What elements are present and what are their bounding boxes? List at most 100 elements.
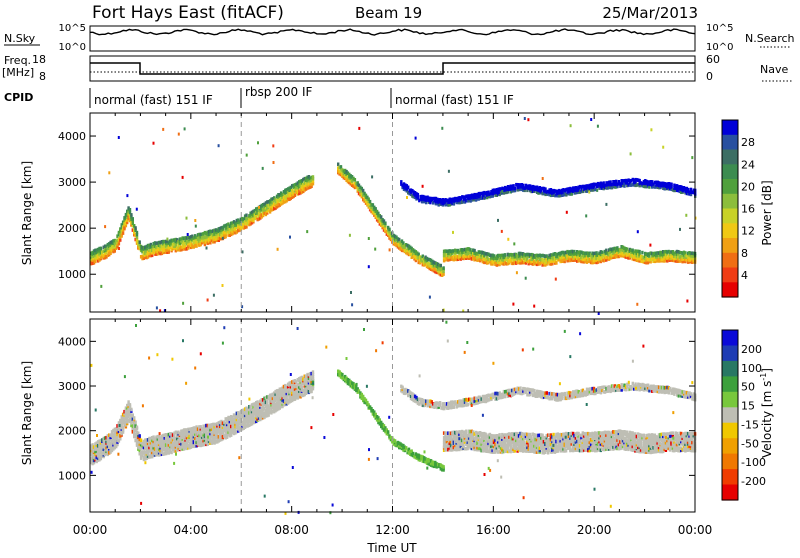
noise-cell [525,277,527,280]
range-cell [340,165,342,169]
date-label: 25/Mar/2013 [602,4,698,22]
noise-cell [662,146,664,149]
nsearch-tick-top: 10^5 [706,23,733,34]
noise-cell [368,237,370,240]
noise-cell [512,303,514,306]
noise-cell [630,152,632,155]
nsky-panel [90,26,695,51]
noise-cell [685,214,687,217]
noise-cell [368,265,370,268]
freq-panel [90,56,695,81]
noise-cell [257,141,259,144]
noise-cell [222,237,224,240]
noise-cell [588,191,590,194]
range-cell [440,264,442,268]
noise-cell [184,127,186,130]
range-cell [133,416,135,420]
noise-cell [182,302,184,305]
nsky-label: N.Sky [4,32,36,45]
nsky-trace [90,29,695,35]
noise-cell [242,250,244,253]
noise-cell [637,230,639,233]
noise-cell [679,228,681,231]
noise-cell [513,242,515,245]
range-cell [129,208,131,212]
noise-cell [636,303,638,306]
noise-cell [153,142,155,145]
noise-cell [218,144,220,147]
noise-cell [186,217,188,220]
beam-label: Beam 19 [355,4,422,22]
power-scatter [90,117,697,315]
noise-cell [351,303,353,306]
noise-cell [374,248,376,251]
noise-cell [195,225,197,228]
freq-tick-top: 18 [32,53,46,66]
y-tick-label: 3000 [58,176,86,189]
range-cell [442,266,444,270]
range-cell [341,373,343,377]
range-cell [417,193,419,197]
noise-cell [542,177,544,180]
noise-cell [650,128,652,131]
noise-cell [258,206,260,209]
range-cell [384,222,386,226]
range-cell [129,403,131,407]
nave-tick-bottom: 0 [706,70,713,83]
noise-cell [108,171,110,174]
nsky-tick-top: 10^5 [59,23,86,34]
noise-cell [597,125,599,128]
noise-cell [187,233,189,236]
range-cell [465,430,467,434]
range-cell [555,261,557,265]
noise-cell [555,278,557,281]
noise-cell [605,203,607,206]
noise-cell [649,244,651,247]
noise-cell [118,247,120,250]
nsearch-tick-bottom: 10^0 [706,42,733,53]
nsearch-label: N.Search [745,32,795,45]
noise-cell [162,128,164,131]
noise-cell [585,214,587,217]
noise-cell [566,211,568,214]
noise-cell [415,137,417,140]
nave-tick-top: 60 [706,53,720,66]
noise-cell [104,225,106,228]
noise-cell [497,219,499,222]
noise-cell [213,294,215,297]
range-cell [312,175,314,179]
range-cell [442,465,444,469]
range-cell [312,370,314,374]
noise-cell [596,189,598,192]
noise-cell [262,167,264,170]
range-cell [301,386,303,390]
noise-cell [371,175,373,178]
range-cell [514,187,516,191]
noise-cell [501,190,503,193]
noise-cell [452,231,454,234]
noise-cell [194,219,196,222]
range-cell [354,178,356,182]
range-cell [134,421,136,425]
noise-cell [118,136,120,139]
noise-cell [156,306,158,309]
velocity-scatter [90,321,696,515]
noise-cell [178,133,180,136]
noise-cell [570,124,572,127]
noise-cell [246,154,248,157]
range-cell [139,434,141,438]
noise-cell [641,260,643,263]
noise-cell [136,208,138,211]
noise-cell [533,305,535,308]
freq-unit-label: [MHz] [2,66,34,79]
noise-cell [441,127,443,130]
noise-cell [272,144,274,147]
range-cell [140,439,142,443]
range-cell [136,426,138,430]
noise-cell [350,291,352,294]
range-cell [130,213,132,217]
range-cell [369,200,371,204]
nsky-tick-bottom: 10^0 [59,42,86,53]
range-cell [388,228,390,232]
